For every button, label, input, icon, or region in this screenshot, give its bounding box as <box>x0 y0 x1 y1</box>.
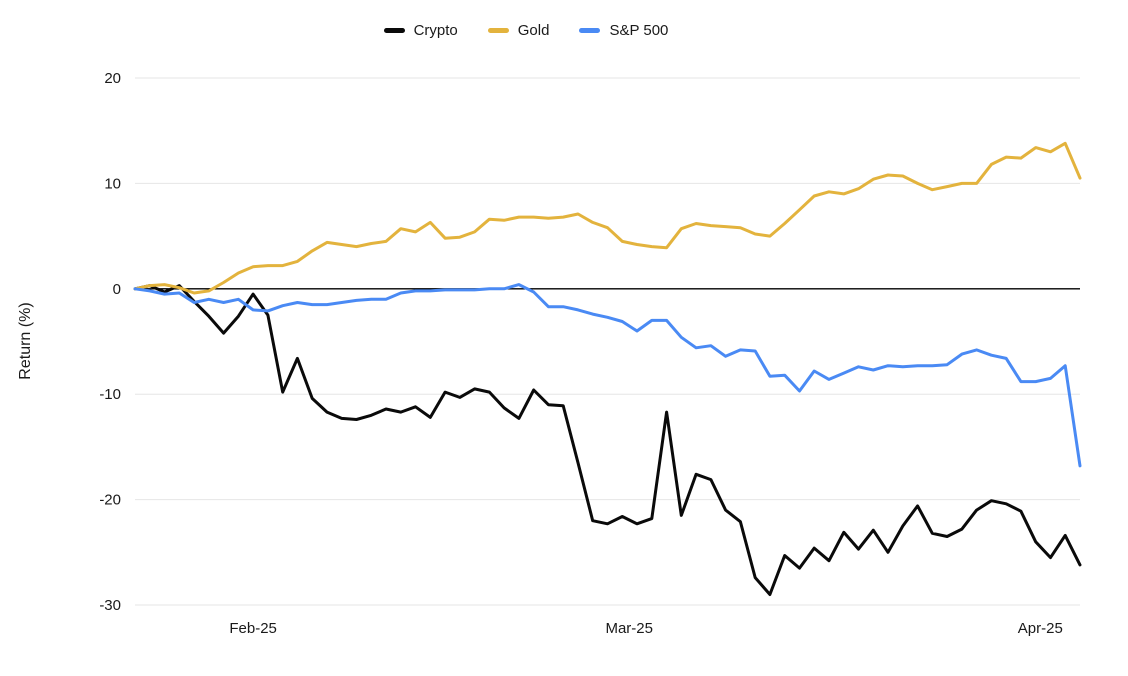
y-tick-label: 0 <box>113 281 121 298</box>
legend-item-crypto: Crypto <box>383 22 458 39</box>
legend-swatch-sp500 <box>579 28 601 33</box>
legend-swatch-crypto <box>383 28 405 33</box>
x-tick-label: Feb-25 <box>229 620 277 637</box>
legend-label-crypto: Crypto <box>413 22 458 39</box>
y-tick-label: -10 <box>99 386 121 403</box>
series-line-1 <box>133 141 1082 295</box>
x-tick-label: Mar-25 <box>605 620 653 637</box>
legend-label-gold: Gold <box>517 22 550 39</box>
legend-item-gold: Gold <box>487 22 550 39</box>
legend-label-sp500: S&P 500 <box>609 22 669 39</box>
series-line-2 <box>133 283 1082 468</box>
legend-item-sp500: S&P 500 <box>579 22 668 39</box>
series-line-0 <box>133 284 1082 596</box>
legend-swatch-gold <box>487 28 509 33</box>
chart-legend: Crypto Gold S&P 500 <box>0 22 1052 39</box>
y-tick-label: 20 <box>104 70 121 87</box>
y-tick-label: -30 <box>99 597 121 614</box>
y-tick-label: -20 <box>99 492 121 509</box>
y-tick-label: 10 <box>104 175 121 192</box>
x-tick-label: Apr-25 <box>1018 620 1063 637</box>
